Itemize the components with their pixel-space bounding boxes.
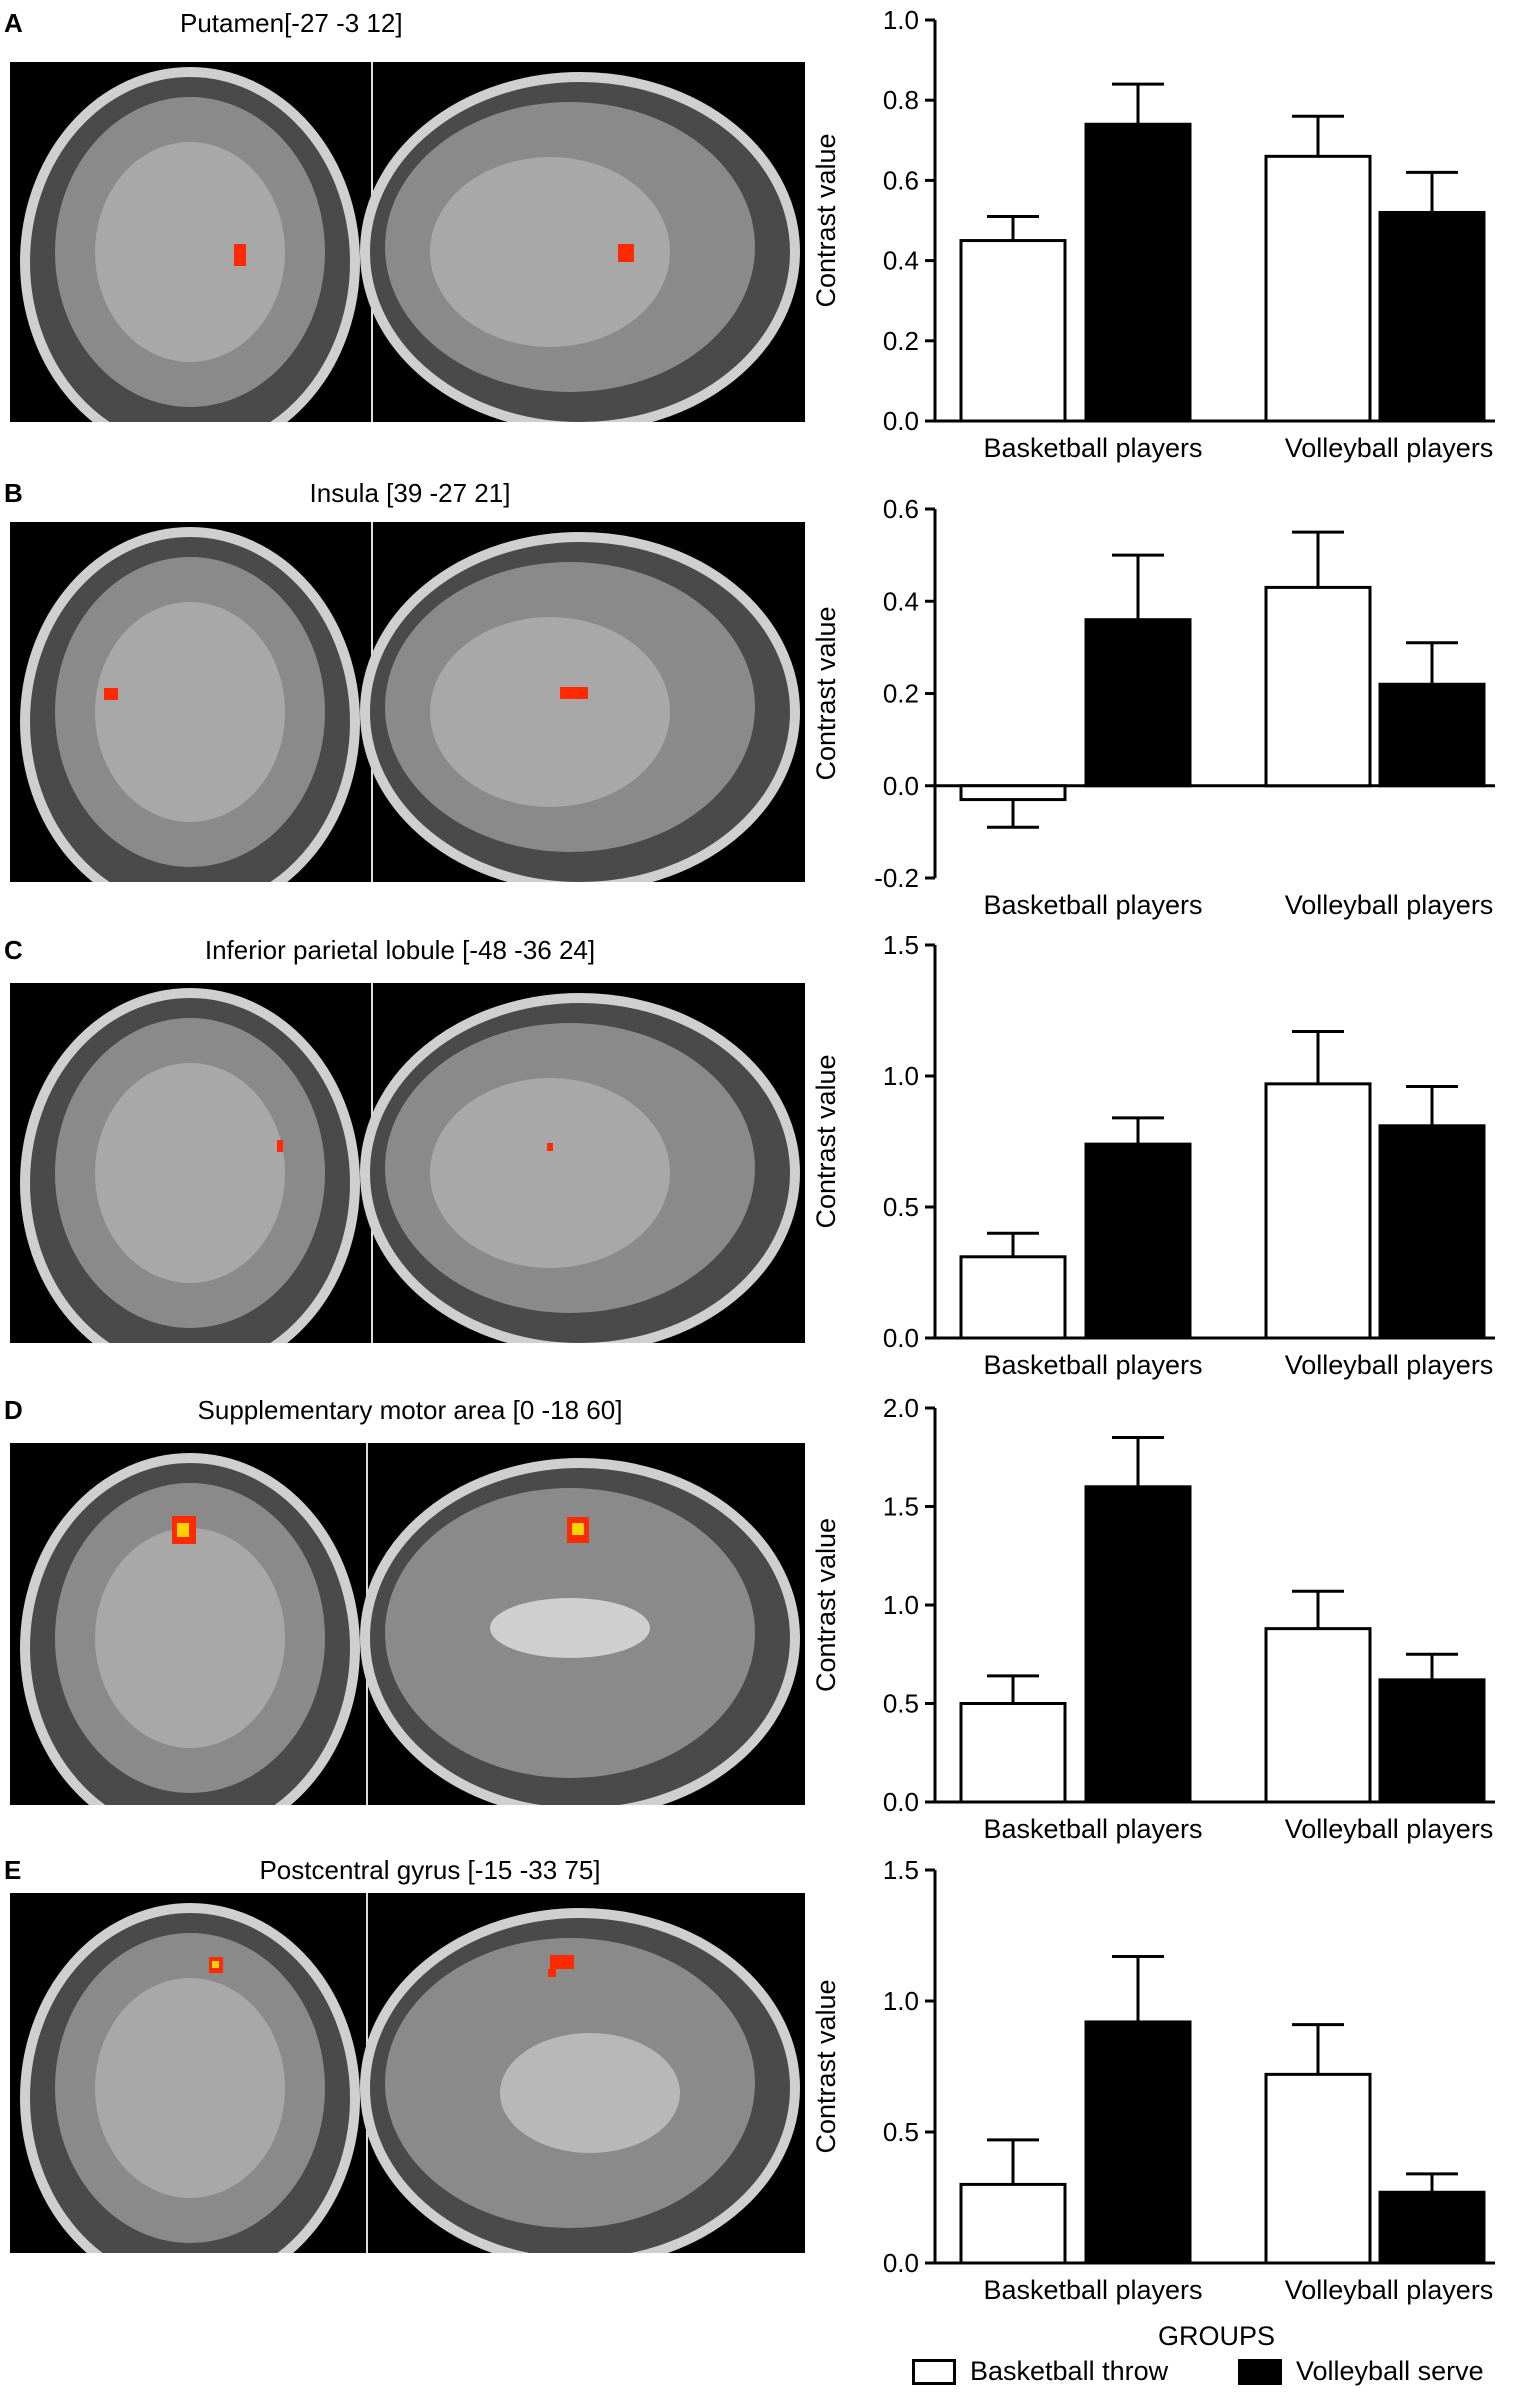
chart-c-bar-volleyball-players-volleyball-serve xyxy=(1378,1124,1486,1340)
chart-b-y-tick-label: -0.2 xyxy=(874,863,919,893)
brain-images-a xyxy=(10,62,805,422)
chart-c-y-tick-label: 0.5 xyxy=(883,1192,919,1222)
chart-a-y-tick-label: 0.6 xyxy=(883,165,919,195)
region-title-c: Inferior parietal lobule [-48 -36 24] xyxy=(204,935,596,965)
chart-c-category-label-basketball-players: Basketball players xyxy=(983,1350,1202,1380)
chart-d-bar-volleyball-players-volleyball-serve xyxy=(1378,1678,1486,1804)
legend-item-basketball-throw: Basketball throw xyxy=(912,2356,1168,2387)
chart-e-category-label-basketball-players: Basketball players xyxy=(983,2275,1202,2305)
chart-d-y-tick-label: 1.0 xyxy=(883,1590,919,1620)
brain-images-b xyxy=(10,522,805,882)
chart-b-category-label-volleyball-players: Volleyball players xyxy=(1285,890,1494,920)
panel-letter-b: B xyxy=(4,478,23,508)
chart-a-bar-basketball-players-volleyball-serve xyxy=(1084,122,1192,423)
chart-b-y-tick-label: 0.6 xyxy=(883,494,919,524)
chart-b-y-tick-label: 0.0 xyxy=(883,771,919,801)
chart-d-y-tick-label: 0.5 xyxy=(883,1689,919,1719)
chart-a-bar-volleyball-players-basketball-throw xyxy=(1264,154,1372,423)
chart-b-category-label-basketball-players: Basketball players xyxy=(983,890,1202,920)
chart-d-y-tick-label: 0.0 xyxy=(883,1787,919,1817)
chart-e-y-tick-label: 1.5 xyxy=(883,1855,919,1885)
legend-item-volleyball-serve: Volleyball serve xyxy=(1238,2356,1484,2387)
region-title-d: Supplementary motor area [0 -18 60] xyxy=(197,1395,623,1425)
chart-b-bar-basketball-players-volleyball-serve xyxy=(1084,618,1192,788)
chart-d-category-label-basketball-players: Basketball players xyxy=(983,1814,1202,1844)
chart-d-y-axis-label: Contrast value xyxy=(811,1518,841,1692)
chart-c-y-tick-label: 1.5 xyxy=(883,930,919,960)
chart-d-y-tick-label: 1.5 xyxy=(883,1492,919,1522)
brain-scan-b xyxy=(10,522,805,882)
legend-label-volleyball-serve: Volleyball serve xyxy=(1296,2356,1484,2386)
chart-e-bar-volleyball-players-basketball-throw xyxy=(1264,2072,1372,2265)
chart-d-category-label-volleyball-players: Volleyball players xyxy=(1285,1814,1494,1844)
brain-scan-c xyxy=(10,983,805,1343)
chart-d-bar-basketball-players-volleyball-serve xyxy=(1084,1485,1192,1804)
chart-e-y-axis-label: Contrast value xyxy=(811,1979,841,2153)
chart-a-y-tick-label: 1.0 xyxy=(883,5,919,35)
chart-a-category-label-basketball-players: Basketball players xyxy=(983,433,1202,463)
region-title-e: Postcentral gyrus [-15 -33 75] xyxy=(259,1855,601,1885)
brain-images-c xyxy=(10,983,805,1343)
legend-label-basketball-throw: Basketball throw xyxy=(970,2356,1169,2386)
chart-a-y-tick-label: 0.2 xyxy=(883,326,919,356)
chart-a-y-tick-label: 0.0 xyxy=(883,406,919,436)
brain-images-d xyxy=(10,1443,805,1805)
chart-a-y-tick-label: 0.8 xyxy=(883,85,919,115)
chart-d-bar-volleyball-players-basketball-throw xyxy=(1264,1627,1372,1804)
x-axis-title: GROUPS xyxy=(1158,2321,1276,2351)
chart-a-bar-basketball-players-basketball-throw xyxy=(959,239,1067,423)
brain-scan-d xyxy=(10,1443,805,1805)
chart-c-bar-volleyball-players-basketball-throw xyxy=(1264,1082,1372,1340)
chart-e-bar-basketball-players-basketball-throw xyxy=(959,2182,1067,2265)
chart-a-category-label-volleyball-players: Volleyball players xyxy=(1285,433,1494,463)
chart-a-bar-volleyball-players-volleyball-serve xyxy=(1378,210,1486,423)
chart-b-bar-basketball-players-basketball-throw xyxy=(959,784,1067,802)
chart-e-y-tick-label: 1.0 xyxy=(883,1986,919,2016)
chart-c-category-label-volleyball-players: Volleyball players xyxy=(1285,1350,1494,1380)
chart-c-y-tick-label: 1.0 xyxy=(883,1061,919,1091)
brain-images-e xyxy=(10,1893,805,2253)
chart-c-bar-basketball-players-volleyball-serve xyxy=(1084,1142,1192,1340)
brain-scan-e xyxy=(10,1893,805,2253)
panel-letter-a: A xyxy=(4,8,23,38)
legend-swatch-black xyxy=(1238,2358,1282,2385)
chart-b-bar-volleyball-players-volleyball-serve xyxy=(1378,682,1486,788)
legend-swatch-white xyxy=(912,2358,956,2385)
region-title-b: Insula [39 -27 21] xyxy=(309,478,511,508)
chart-e-bar-volleyball-players-volleyball-serve xyxy=(1378,2190,1486,2265)
chart-d-bar-basketball-players-basketball-throw xyxy=(959,1702,1067,1804)
chart-b-y-tick-label: 0.4 xyxy=(883,586,919,616)
chart-c-y-tick-label: 0.0 xyxy=(883,1323,919,1353)
chart-b-bar-volleyball-players-basketball-throw xyxy=(1264,585,1372,788)
panel-letter-c: C xyxy=(4,935,23,965)
chart-e-y-tick-label: 0.0 xyxy=(883,2248,919,2278)
chart-e-y-tick-label: 0.5 xyxy=(883,2117,919,2147)
chart-a-y-axis-label: Contrast value xyxy=(811,133,841,307)
chart-a-y-tick-label: 0.4 xyxy=(883,246,919,276)
chart-b-y-axis-label: Contrast value xyxy=(811,606,841,780)
chart-c-y-axis-label: Contrast value xyxy=(811,1054,841,1228)
chart-d-y-tick-label: 2.0 xyxy=(883,1393,919,1423)
panel-letter-e: E xyxy=(4,1855,22,1885)
panel-letter-d: D xyxy=(4,1395,23,1425)
region-title-a: Putamen[-27 -3 12] xyxy=(180,8,403,38)
brain-scan-a xyxy=(10,62,805,422)
chart-c-bar-basketball-players-basketball-throw xyxy=(959,1255,1067,1340)
chart-e-bar-basketball-players-volleyball-serve xyxy=(1084,2020,1192,2265)
chart-e-category-label-volleyball-players: Volleyball players xyxy=(1285,2275,1494,2305)
chart-b-y-tick-label: 0.2 xyxy=(883,679,919,709)
